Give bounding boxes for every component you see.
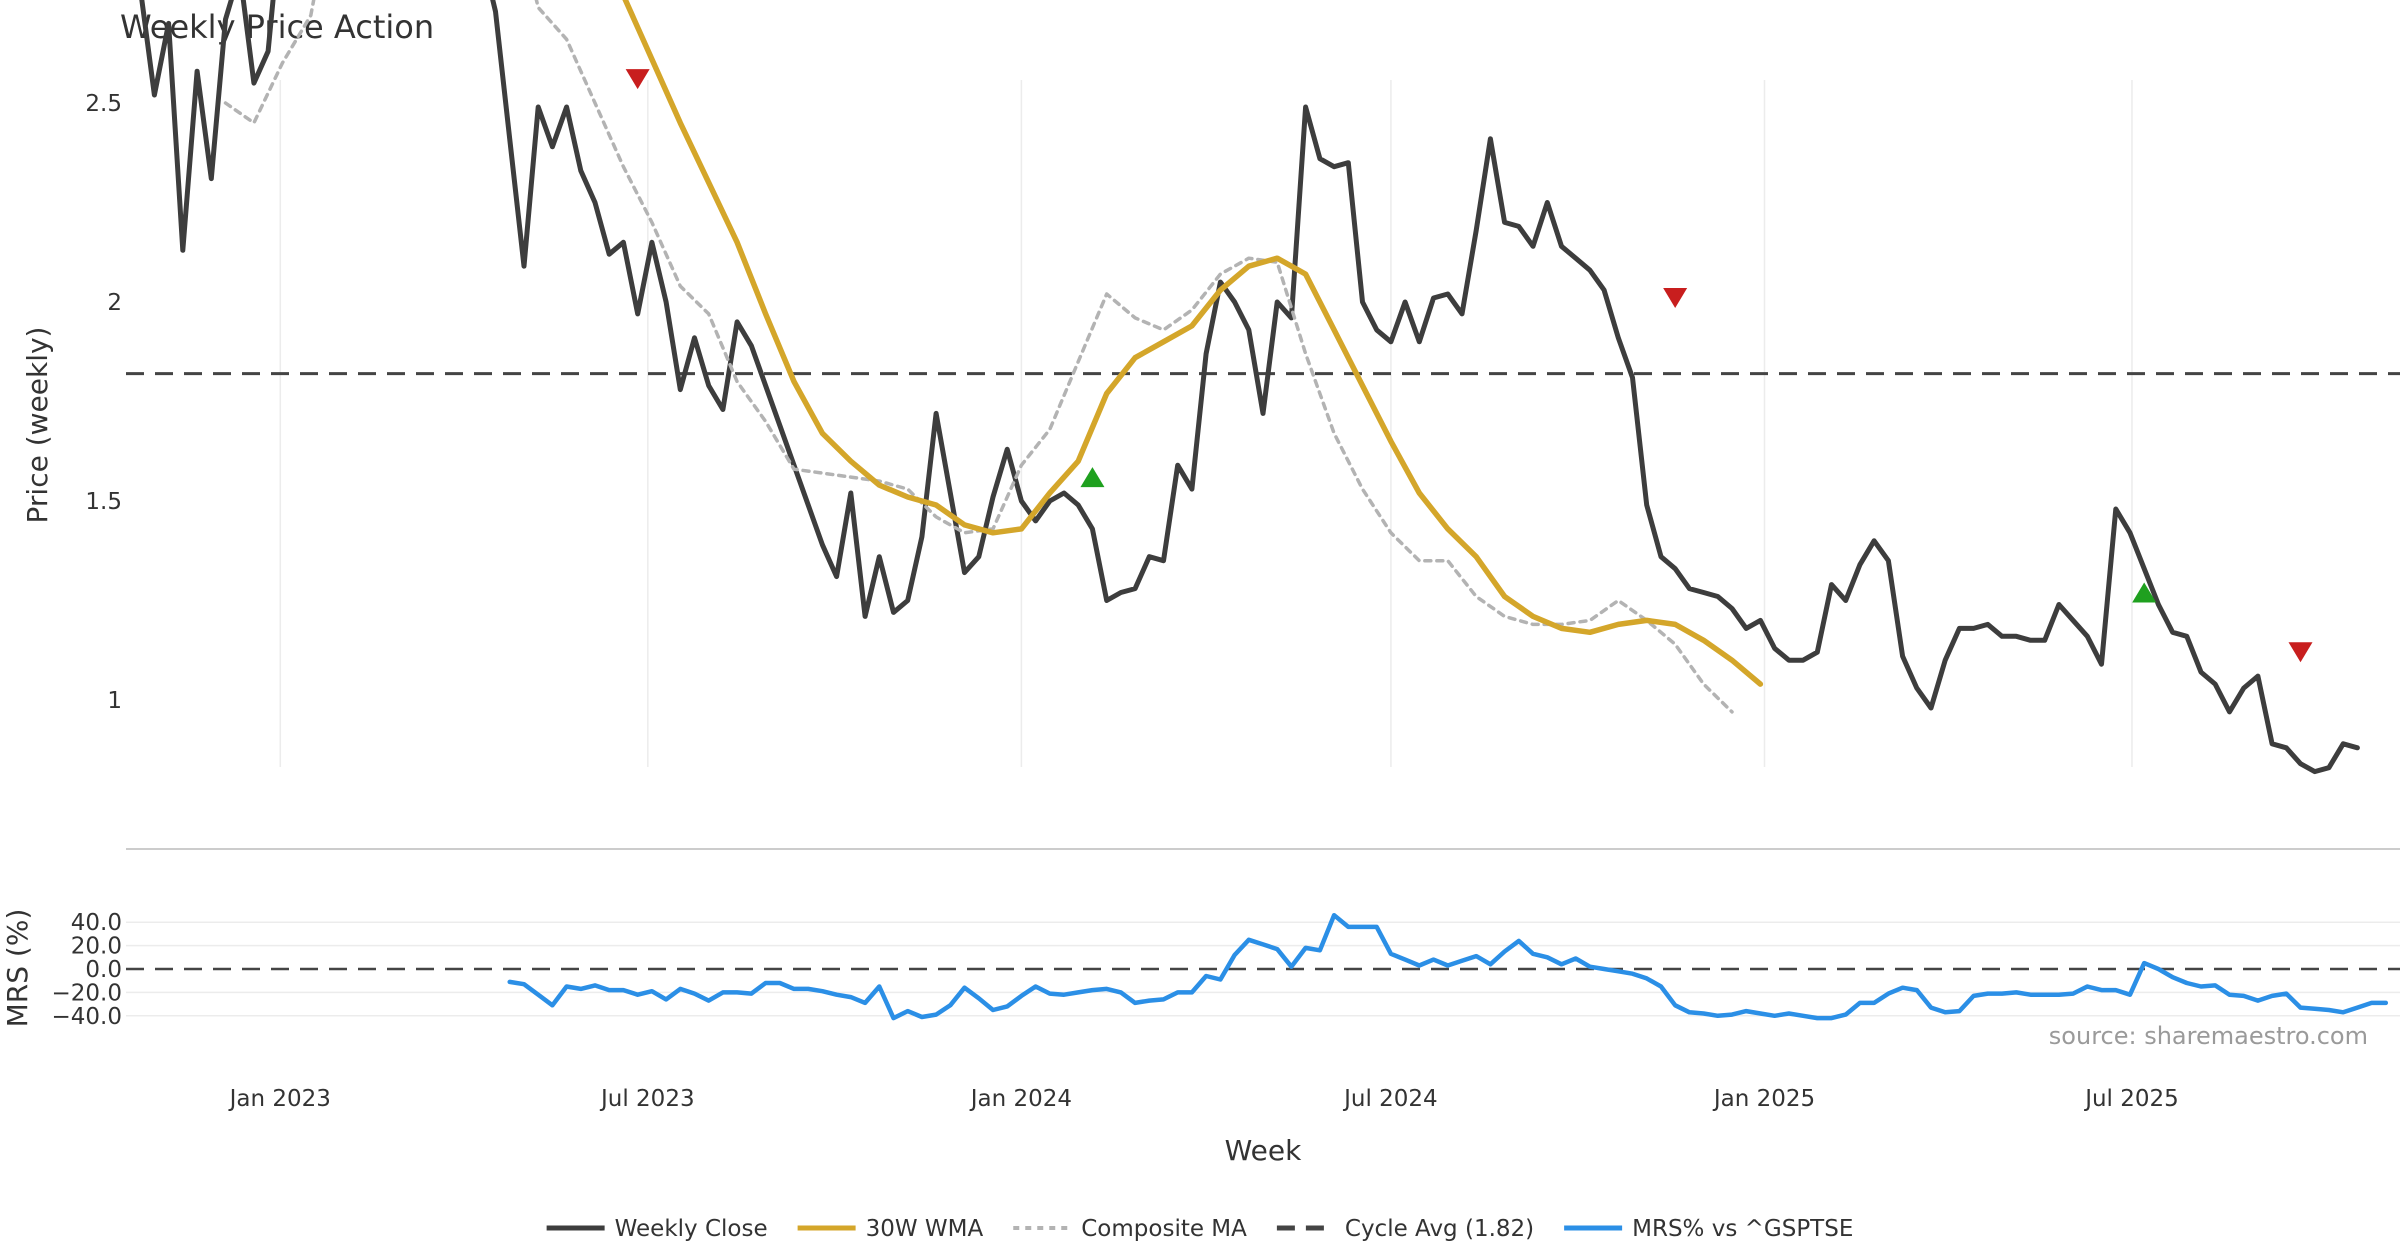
legend-label-0: Weekly Close bbox=[615, 1216, 768, 1242]
signal-markers bbox=[625, 69, 2313, 663]
x-tick-label-1: Jul 2023 bbox=[599, 1086, 695, 1112]
mrs-y-tick-1: −20.0 bbox=[52, 980, 122, 1006]
mrs-y-tick-4: 40.0 bbox=[71, 910, 122, 936]
x-tick-label-4: Jan 2025 bbox=[1712, 1086, 1815, 1112]
legend-label-2: Composite MA bbox=[1081, 1216, 1247, 1242]
x-tick-label-5: Jul 2025 bbox=[2083, 1086, 2179, 1112]
price-series-line-1 bbox=[622, 0, 1764, 687]
price-y-tick-2: 2 bbox=[107, 290, 122, 316]
x-axis-title: Week bbox=[1225, 1134, 1302, 1167]
mrs-y-axis-title: MRS (%) bbox=[1, 909, 34, 1028]
sell-marker-0 bbox=[625, 69, 650, 90]
price-y-tick-1: 1.5 bbox=[85, 489, 122, 515]
price-panel-grid bbox=[279, 80, 2133, 767]
sell-marker-4 bbox=[2288, 642, 2313, 663]
price-y-ticks: 11.522.533.54 bbox=[85, 91, 122, 714]
x-tick-label-0: Jan 2023 bbox=[228, 1086, 331, 1112]
mrs-y-tick-2: 0.0 bbox=[85, 957, 122, 983]
x-tick-label-2: Jan 2024 bbox=[969, 1086, 1072, 1112]
sell-marker-2 bbox=[1663, 288, 1688, 309]
mrs-series-line-0 bbox=[507, 912, 2389, 1021]
mrs-series-group bbox=[507, 912, 2389, 1021]
legend-label-3: Cycle Avg (1.82) bbox=[1345, 1216, 1534, 1242]
mrs-y-ticks: −40.0−20.00.020.040.0 bbox=[52, 910, 122, 1030]
x-tick-label-3: Jul 2024 bbox=[1342, 1086, 1438, 1112]
mrs-y-tick-3: 20.0 bbox=[71, 934, 122, 960]
chart-legend: Weekly Close 30W WMA Composite MA Cycle Avg… bbox=[546, 1216, 1853, 1242]
price-y-tick-3: 2.5 bbox=[85, 91, 122, 117]
mrs-y-tick-0: −40.0 bbox=[52, 1004, 122, 1030]
chart-title: Weekly Price Action bbox=[120, 8, 434, 46]
source-label: source: sharemaestro.com bbox=[2049, 1022, 2368, 1050]
price-y-tick-0: 1 bbox=[107, 688, 122, 714]
price-y-axis-title: Price (weekly) bbox=[21, 327, 54, 524]
price-series-group bbox=[139, 0, 2360, 775]
legend-label-4: MRS% vs ^GSPTSE bbox=[1632, 1216, 1853, 1242]
legend-label-1: 30W WMA bbox=[866, 1216, 984, 1242]
buy-marker-1 bbox=[1080, 467, 1105, 488]
price-series-line-0 bbox=[139, 0, 2360, 775]
x-ticks: Jan 2023 Jul 2023 Jan 2024 Jul 2024 Jan 2025… bbox=[228, 1086, 2179, 1112]
buy-marker-3 bbox=[2132, 582, 2157, 603]
